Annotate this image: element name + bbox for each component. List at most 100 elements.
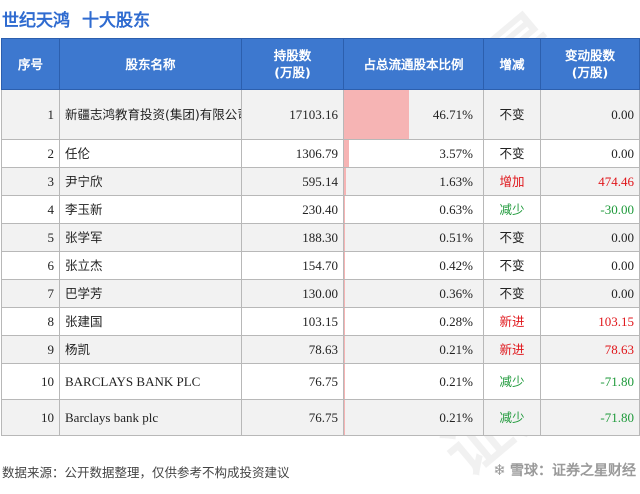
brand-label: 雪球：证券之星财经 (510, 460, 636, 480)
rank-cell: 1 (2, 90, 60, 140)
shares-cell: 76.75 (242, 364, 344, 400)
rank-cell: 5 (2, 224, 60, 252)
holder-name-cell: 新疆志鸿教育投资(集团)有限公司 (60, 90, 242, 140)
shares-cell: 78.63 (242, 336, 344, 364)
col-header-ratio: 占总流通股本比例 (344, 39, 484, 90)
rank-cell: 10 (2, 400, 60, 436)
change-shares-cell: 0.00 (541, 140, 640, 168)
shares-cell: 595.14 (242, 168, 344, 196)
ratio-text: 0.21% (439, 342, 478, 357)
ratio-text: 0.28% (439, 314, 478, 329)
snowball-icon: ❄ (493, 461, 506, 479)
shares-cell: 230.40 (242, 196, 344, 224)
ratio-text: 0.21% (439, 410, 478, 425)
ratio-text: 1.63% (439, 174, 478, 189)
change-type-cell: 不变 (484, 280, 541, 308)
change-shares-cell: 103.15 (541, 308, 640, 336)
ratio-cell: 0.21% (344, 400, 484, 436)
holder-name-cell: 杨凯 (60, 336, 242, 364)
col-header-change-type: 增减 (484, 39, 541, 90)
table-header-row: 序号 股东名称 持股数 (万股) 占总流通股本比例 增减 变动股数 (万股) (2, 39, 640, 90)
change-shares-cell: 0.00 (541, 252, 640, 280)
holder-name-cell: 张立杰 (60, 252, 242, 280)
shares-cell: 103.15 (242, 308, 344, 336)
ratio-text: 3.57% (439, 146, 478, 161)
ratio-text: 0.51% (439, 230, 478, 245)
change-shares-cell: 0.00 (541, 280, 640, 308)
ratio-cell: 1.63% (344, 168, 484, 196)
ratio-cell: 0.36% (344, 280, 484, 308)
ratio-bar (344, 90, 409, 139)
change-type-cell: 新进 (484, 308, 541, 336)
ratio-bar (344, 140, 349, 167)
ratio-text: 0.21% (439, 374, 478, 389)
shares-cell: 17103.16 (242, 90, 344, 140)
change-shares-cell: -71.80 (541, 400, 640, 436)
section-title: 十大股东 (82, 6, 150, 31)
ratio-cell: 0.21% (344, 364, 484, 400)
rank-cell: 3 (2, 168, 60, 196)
change-shares-cell: -30.00 (541, 196, 640, 224)
change-shares-cell: 78.63 (541, 336, 640, 364)
change-type-cell: 增加 (484, 168, 541, 196)
rank-cell: 10 (2, 364, 60, 400)
ratio-cell: 0.42% (344, 252, 484, 280)
rank-cell: 2 (2, 140, 60, 168)
holder-name-cell: 巴学芳 (60, 280, 242, 308)
ratio-bar (344, 224, 345, 251)
rank-cell: 9 (2, 336, 60, 364)
ratio-cell: 0.21% (344, 336, 484, 364)
shareholders-table: 序号 股东名称 持股数 (万股) 占总流通股本比例 增减 变动股数 (万股) 1… (1, 38, 640, 436)
footer: 数据来源：公开数据整理，仅供参考不构成投资建议 ❄ 雪球：证券之星财经 (2, 460, 638, 480)
ratio-text: 46.71% (433, 107, 478, 122)
ratio-bar (344, 196, 345, 223)
holder-name-cell: 李玉新 (60, 196, 242, 224)
col-header-rank: 序号 (2, 39, 60, 90)
change-type-cell: 减少 (484, 364, 541, 400)
ratio-bar (344, 252, 345, 279)
holder-name-cell: 任伦 (60, 140, 242, 168)
rank-cell: 4 (2, 196, 60, 224)
rank-cell: 6 (2, 252, 60, 280)
ratio-cell: 0.28% (344, 308, 484, 336)
ratio-bar (344, 168, 346, 195)
ratio-text: 0.42% (439, 258, 478, 273)
company-name: 世纪天鸿 (2, 6, 70, 31)
rank-cell: 7 (2, 280, 60, 308)
shares-cell: 188.30 (242, 224, 344, 252)
change-type-cell: 不变 (484, 90, 541, 140)
change-type-cell: 减少 (484, 196, 541, 224)
ratio-cell: 46.71% (344, 90, 484, 140)
shares-cell: 1306.79 (242, 140, 344, 168)
holder-name-cell: BARCLAYS BANK PLC (60, 364, 242, 400)
shares-cell: 154.70 (242, 252, 344, 280)
col-header-change: 变动股数 (万股) (541, 39, 640, 90)
change-type-cell: 不变 (484, 224, 541, 252)
change-shares-cell: 474.46 (541, 168, 640, 196)
col-header-shares: 持股数 (万股) (242, 39, 344, 90)
holder-name-cell: 张学军 (60, 224, 242, 252)
holder-name-cell: 张建国 (60, 308, 242, 336)
holder-name-cell: Barclays bank plc (60, 400, 242, 436)
change-shares-cell: 0.00 (541, 90, 640, 140)
col-header-name: 股东名称 (60, 39, 242, 90)
title-bar: 世纪天鸿 十大股东 (0, 0, 640, 36)
ratio-text: 0.36% (439, 286, 478, 301)
change-type-cell: 新进 (484, 336, 541, 364)
ratio-cell: 3.57% (344, 140, 484, 168)
change-shares-cell: -71.80 (541, 364, 640, 400)
shares-cell: 130.00 (242, 280, 344, 308)
ratio-cell: 0.63% (344, 196, 484, 224)
ratio-cell: 0.51% (344, 224, 484, 252)
brand-mark: ❄ 雪球：证券之星财经 (493, 460, 636, 480)
